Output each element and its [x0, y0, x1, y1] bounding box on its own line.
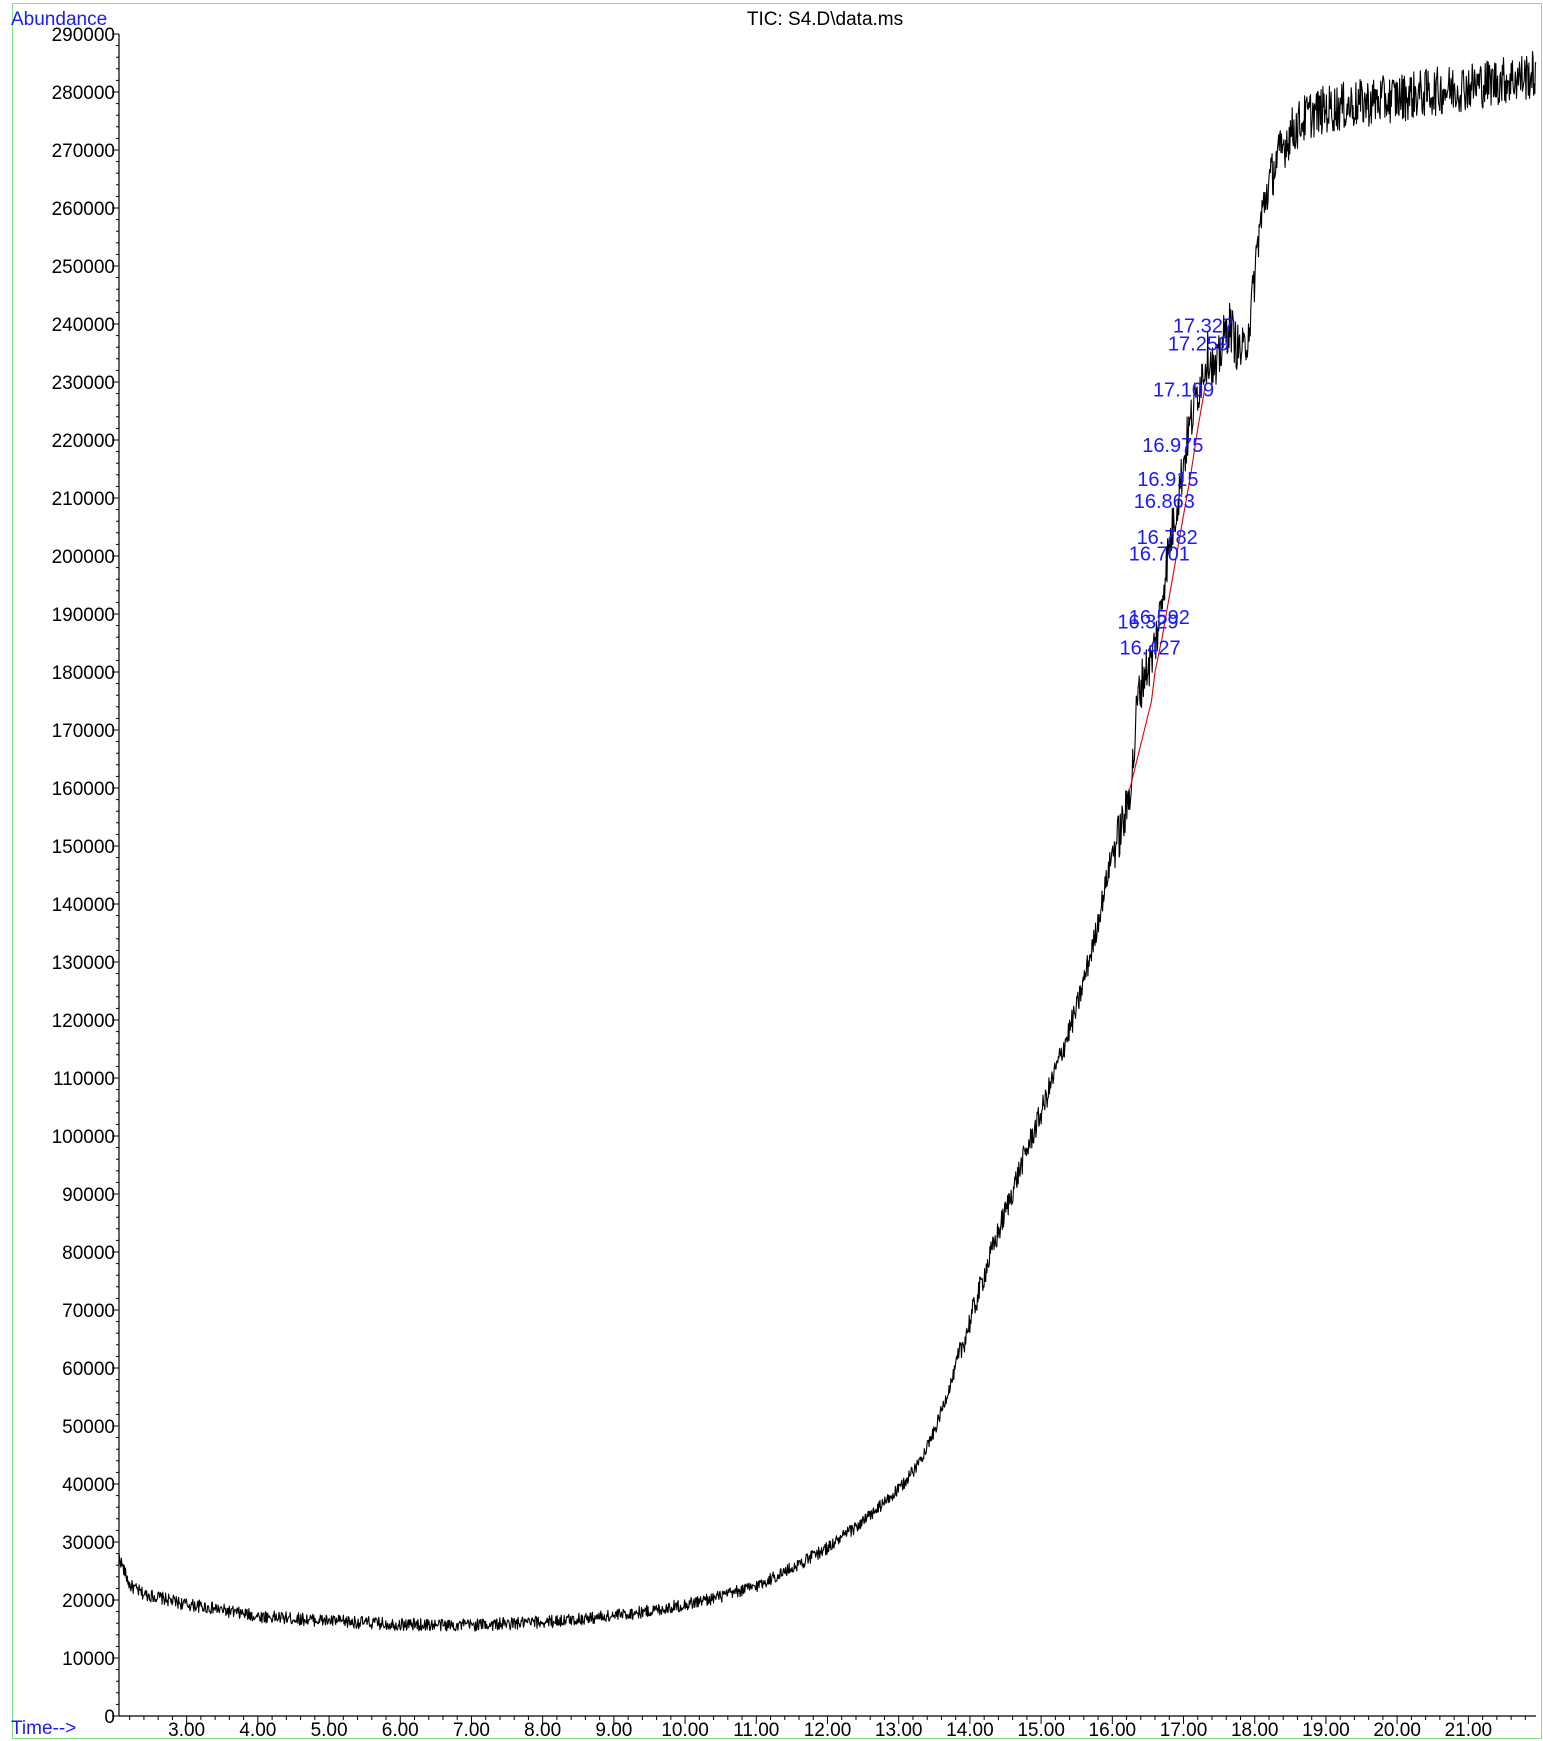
x-tick-label: 16.00 [1089, 1720, 1137, 1741]
peak-label: 16.975 [1142, 435, 1203, 457]
x-tick-label: 4.00 [239, 1720, 276, 1741]
chart-title: TIC: S4.D\data.ms [747, 9, 903, 30]
peak-label: 16.701 [1129, 544, 1190, 566]
peak-label: 17.327 [1173, 316, 1234, 338]
y-tick-label: 40000 [62, 1475, 115, 1496]
x-tick-label: 17.00 [1160, 1720, 1208, 1741]
x-tick-label: 8.00 [524, 1720, 561, 1741]
y-tick-label: 0 [104, 1707, 115, 1728]
peak-annotations: 16.32916.59216.42716.70116.78216.86316.9… [1117, 316, 1234, 660]
y-tick-label: 100000 [52, 1127, 115, 1148]
peak-label: 16.915 [1137, 469, 1198, 491]
y-tick-label: 60000 [62, 1359, 115, 1380]
peak-label: 16.427 [1119, 638, 1180, 660]
y-tick-label: 50000 [62, 1417, 115, 1438]
plot-frame [12, 3, 1542, 1739]
y-tick-label: 250000 [52, 257, 115, 278]
integration-baseline [1129, 387, 1206, 789]
x-axis-ticks: 3.00 4.00 5.00 6.00 7.00 8.00 9.00 10.00 11.00 12… [129, 1716, 1526, 1741]
y-tick-label: 240000 [52, 315, 115, 336]
y-tick-label: 190000 [52, 605, 115, 626]
y-tick-label: 290000 [52, 25, 115, 46]
x-tick-label: 19.00 [1302, 1720, 1350, 1741]
tic-trace [118, 51, 1537, 1632]
y-axis-label: Abundance [11, 9, 107, 30]
y-tick-label: 160000 [52, 779, 115, 800]
x-tick-label: 7.00 [453, 1720, 490, 1741]
peak-label: 17.259 [1168, 334, 1229, 356]
x-tick-label: 15.00 [1017, 1720, 1065, 1741]
y-tick-label: 130000 [52, 953, 115, 974]
y-tick-label: 110000 [53, 1069, 115, 1090]
y-tick-label: 170000 [52, 721, 115, 742]
y-tick-label: 210000 [52, 489, 115, 510]
y-tick-label: 30000 [62, 1533, 115, 1554]
x-tick-label: 18.00 [1231, 1720, 1279, 1741]
peak-label: 17.109 [1153, 380, 1214, 402]
peak-label: 16.863 [1134, 491, 1195, 513]
y-tick-label: 220000 [52, 431, 115, 452]
x-tick-label: 12.00 [804, 1720, 852, 1741]
series-layer [118, 51, 1537, 1632]
x-tick-label: 10.00 [661, 1720, 709, 1741]
y-tick-label: 230000 [52, 373, 115, 394]
x-axis-label: Time--> [11, 1718, 76, 1739]
y-tick-label: 260000 [52, 199, 115, 220]
x-tick-label: 20.00 [1373, 1720, 1421, 1741]
x-tick-label: 9.00 [595, 1720, 632, 1741]
y-tick-label: 140000 [52, 895, 115, 916]
y-tick-label: 280000 [52, 83, 115, 104]
y-axis-ticks: 0 10000 20000 30000 40000 50000 60000 70000 8000… [52, 25, 119, 1728]
y-tick-label: 80000 [62, 1243, 115, 1264]
y-tick-label: 70000 [62, 1301, 115, 1322]
peak-label: 16.782 [1137, 527, 1198, 549]
y-tick-label: 10000 [62, 1649, 115, 1670]
peak-label: 16.329 [1117, 612, 1178, 634]
x-tick-label: 5.00 [311, 1720, 348, 1741]
y-tick-label: 20000 [62, 1591, 115, 1612]
peak-label: 16.592 [1129, 607, 1190, 629]
y-tick-label: 200000 [52, 547, 115, 568]
y-tick-label: 90000 [62, 1185, 115, 1206]
x-tick-label: 21.00 [1445, 1720, 1493, 1741]
y-tick-label: 150000 [52, 837, 115, 858]
y-tick-label: 120000 [52, 1011, 115, 1032]
y-tick-label: 180000 [52, 663, 115, 684]
x-tick-label: 6.00 [382, 1720, 419, 1741]
x-tick-label: 14.00 [946, 1720, 994, 1741]
x-tick-label: 3.00 [168, 1720, 205, 1741]
x-tick-label: 11.00 [733, 1720, 779, 1741]
y-tick-label: 270000 [52, 141, 115, 162]
x-tick-label: 13.00 [875, 1720, 923, 1741]
